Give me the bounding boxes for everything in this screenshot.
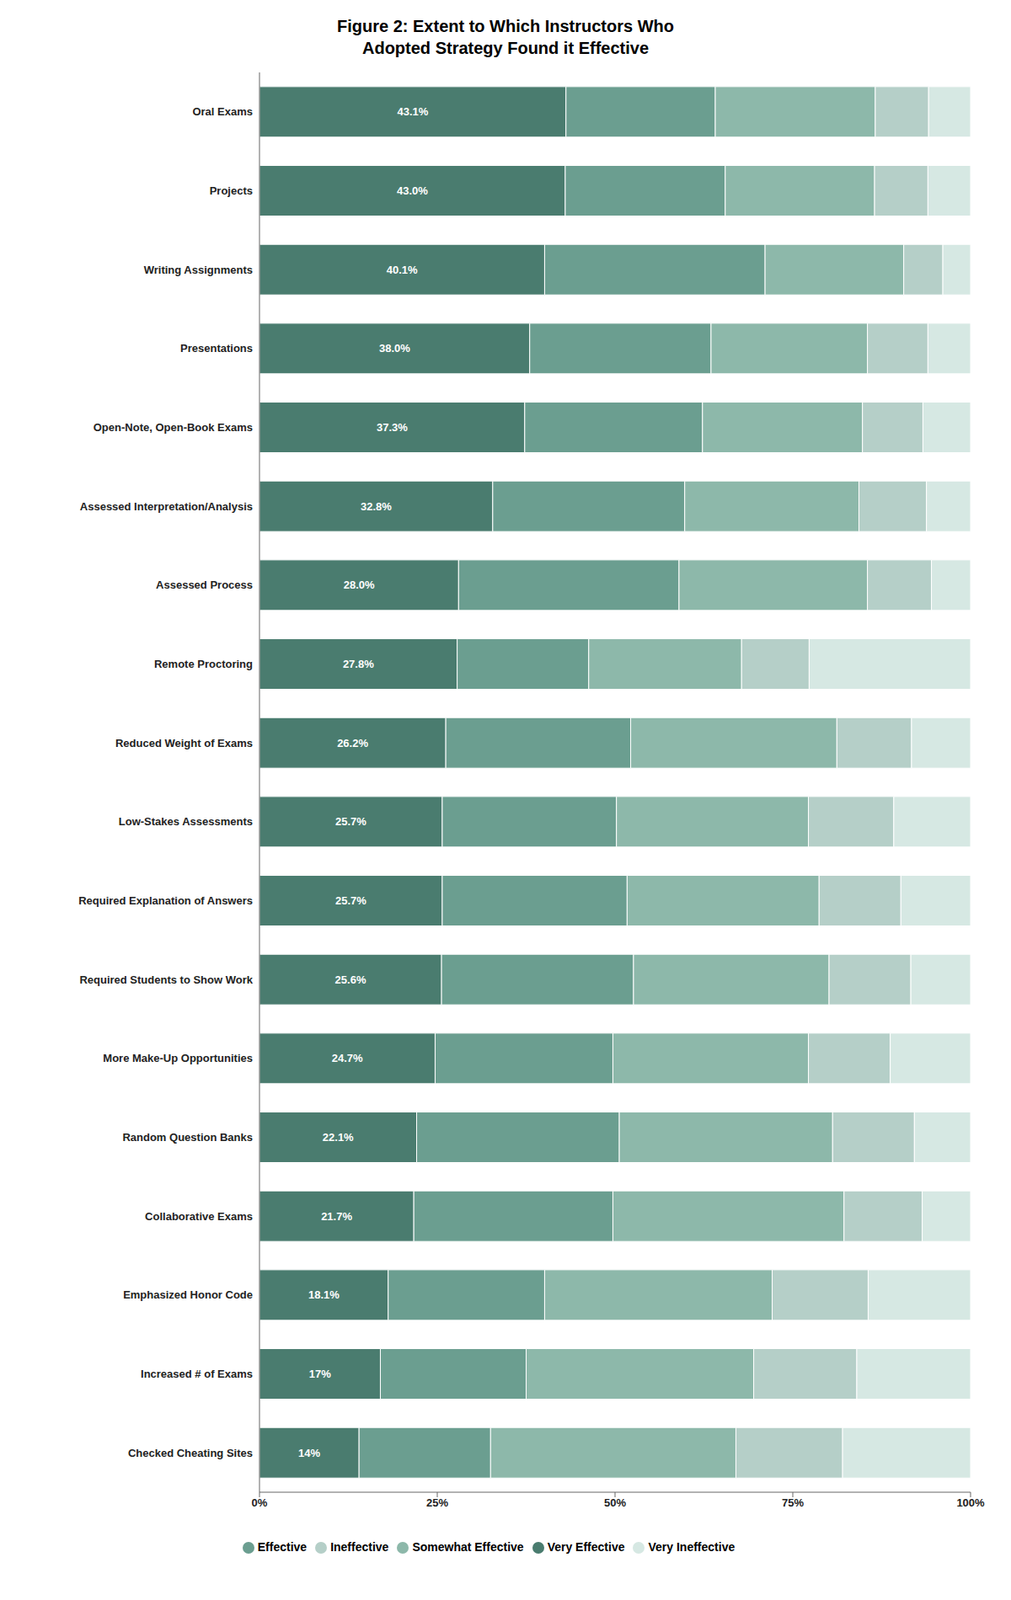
svg-text:Required Students to Show Work: Required Students to Show Work xyxy=(79,973,253,987)
svg-text:Oral Exams: Oral Exams xyxy=(192,105,253,118)
svg-text:25.7%: 25.7% xyxy=(335,815,367,829)
svg-text:43.1%: 43.1% xyxy=(396,105,428,118)
svg-text:37.3%: 37.3% xyxy=(376,421,408,434)
svg-text:17%: 17% xyxy=(309,1368,332,1381)
svg-text:Writing Assignments: Writing Assignments xyxy=(144,263,253,277)
html-text:Figure 2: Extent to Which Inst: Figure 2: Extent to Which Instructors Wh… xyxy=(337,16,674,36)
html-text:Adopted Strategy Found it Effe: Adopted Strategy Found it Effective xyxy=(362,38,649,58)
svg-text:Reduced Weight of Exams: Reduced Weight of Exams xyxy=(115,737,253,750)
svg-text:40.1%: 40.1% xyxy=(386,263,418,277)
svg-text:25%: 25% xyxy=(426,1497,449,1510)
svg-text:Low-Stakes Assessments: Low-Stakes Assessments xyxy=(118,815,253,829)
svg-text:27.8%: 27.8% xyxy=(342,657,375,671)
svg-text:25.6%: 25.6% xyxy=(335,973,367,987)
svg-text:Presentations: Presentations xyxy=(180,342,253,355)
svg-text:43.0%: 43.0% xyxy=(396,184,428,198)
svg-text:38.0%: 38.0% xyxy=(379,342,411,355)
svg-text:0%: 0% xyxy=(251,1497,268,1510)
svg-text:75%: 75% xyxy=(781,1497,804,1510)
html-text:Effective: Effective xyxy=(257,1540,307,1555)
svg-text:28.0%: 28.0% xyxy=(343,578,375,592)
svg-text:Open-Note, Open-Book Exams: Open-Note, Open-Book Exams xyxy=(93,421,253,434)
svg-text:24.7%: 24.7% xyxy=(331,1052,364,1065)
html-text:Very Effective: Very Effective xyxy=(547,1540,625,1555)
svg-text:25.7%: 25.7% xyxy=(335,894,367,908)
svg-text:32.8%: 32.8% xyxy=(360,500,392,514)
svg-text:18.1%: 18.1% xyxy=(308,1289,340,1302)
svg-text:50%: 50% xyxy=(604,1497,626,1510)
svg-text:21.7%: 21.7% xyxy=(320,1210,353,1224)
svg-text:100%: 100% xyxy=(956,1497,985,1510)
svg-text:Random Question Banks: Random Question Banks xyxy=(122,1131,253,1145)
svg-text:Checked Cheating Sites: Checked Cheating Sites xyxy=(128,1447,253,1461)
svg-text:Collaborative Exams: Collaborative Exams xyxy=(144,1210,253,1224)
svg-text:Remote Proctoring: Remote Proctoring xyxy=(154,657,253,671)
svg-text:Required Explanation of Answer: Required Explanation of Answers xyxy=(78,894,253,908)
svg-text:More Make-Up Opportunities: More Make-Up Opportunities xyxy=(102,1052,253,1065)
svg-text:Assessed Interpretation/Analys: Assessed Interpretation/Analysis xyxy=(80,500,253,514)
svg-text:14%: 14% xyxy=(298,1447,321,1461)
svg-text:Assessed Process: Assessed Process xyxy=(155,578,253,592)
svg-text:Projects: Projects xyxy=(209,184,253,198)
html-text:Somewhat Effective: Somewhat Effective xyxy=(412,1540,524,1555)
html-text:Ineffective: Ineffective xyxy=(330,1540,389,1555)
svg-text:Emphasized Honor Code: Emphasized Honor Code xyxy=(123,1289,253,1302)
svg-text:Increased # of Exams: Increased # of Exams xyxy=(140,1368,253,1381)
svg-text:22.1%: 22.1% xyxy=(322,1131,354,1145)
html-text:Very Ineffective: Very Ineffective xyxy=(648,1540,735,1555)
svg-text:26.2%: 26.2% xyxy=(337,737,369,750)
